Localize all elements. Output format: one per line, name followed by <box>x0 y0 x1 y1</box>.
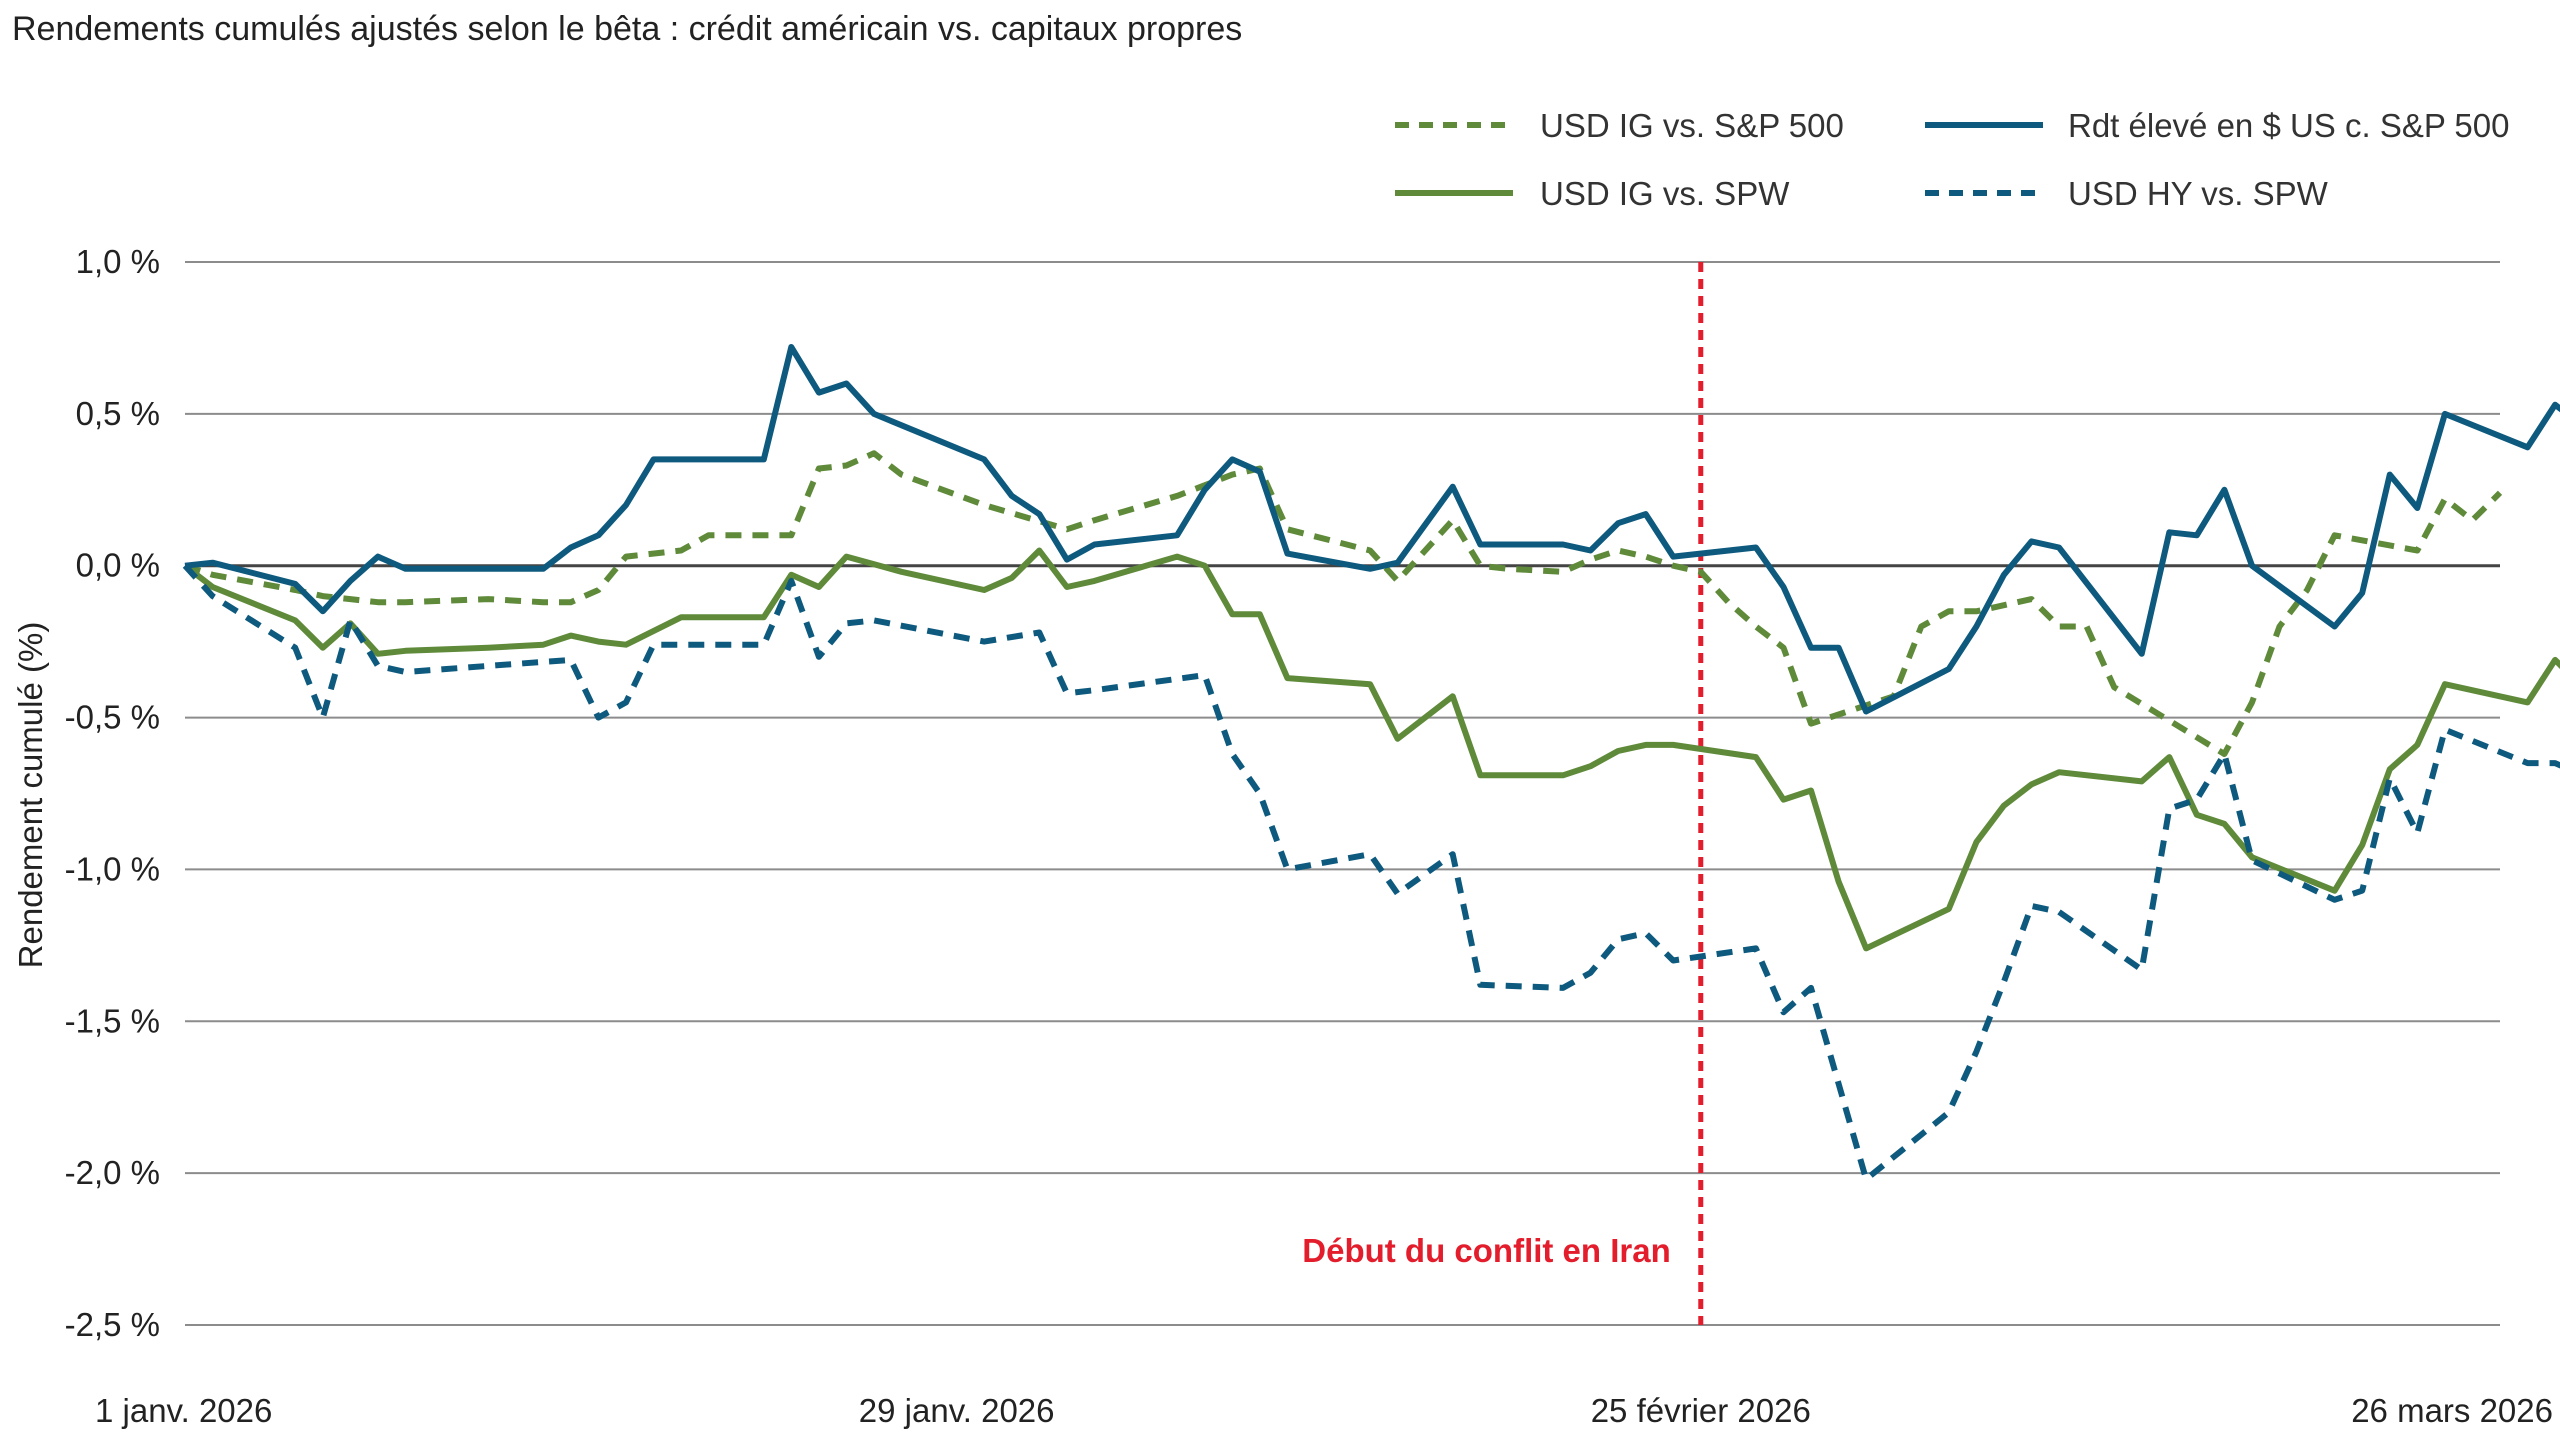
y-tick-label: -2,5 % <box>65 1306 160 1343</box>
series-line-2 <box>183 547 2560 952</box>
x-tick-label: 1 janv. 2026 <box>95 1392 272 1429</box>
legend-label-1: USD IG vs. S&P 500 <box>1540 107 1844 144</box>
x-axis-ticks: 1 janv. 2026 29 janv. 2026 25 février 2026… <box>95 1392 2553 1429</box>
series-layer <box>182 344 2560 1183</box>
y-tick-label: -1,5 % <box>65 1002 160 1039</box>
x-tick-label: 29 janv. 2026 <box>859 1392 1055 1429</box>
y-axis-ticks: 1,0 % 0,5 % 0,0 % -0,5 % -1,0 % -1,5 % -2,0 % -… <box>65 243 160 1343</box>
chart-title: Rendements cumulés ajustés selon le bêta… <box>12 10 1242 48</box>
y-tick-label: -1,0 % <box>65 850 160 887</box>
series-line-1 <box>184 450 2503 757</box>
legend-label-2: USD IG vs. SPW <box>1540 175 1790 212</box>
legend-label-4: USD HY vs. SPW <box>2068 175 2329 212</box>
y-tick-label: 1,0 % <box>76 243 160 280</box>
series-line-4 <box>182 563 2560 1183</box>
annotation-layer: Début du conflit en Iran <box>1302 262 1704 1325</box>
x-tick-label: 26 mars 2026 <box>2351 1392 2553 1429</box>
y-axis-title: Rendement cumulé (%) <box>12 622 49 969</box>
conflict-start-label: Début du conflit en Iran <box>1302 1232 1671 1269</box>
grid-layer <box>185 261 2500 1326</box>
y-tick-label: 0,0 % <box>76 547 160 584</box>
legend: USD IG vs. S&P 500 USD IG vs. SPW Rdt élev… <box>1395 107 2510 212</box>
series-line-3 <box>184 344 2560 715</box>
legend-label-3: Rdt élevé en $ US c. S&P 500 <box>2068 107 2510 144</box>
x-tick-label: 25 février 2026 <box>1591 1392 1811 1429</box>
y-tick-label: 0,5 % <box>76 395 160 432</box>
y-tick-label: -2,0 % <box>65 1154 160 1191</box>
y-tick-label: -0,5 % <box>65 699 160 736</box>
